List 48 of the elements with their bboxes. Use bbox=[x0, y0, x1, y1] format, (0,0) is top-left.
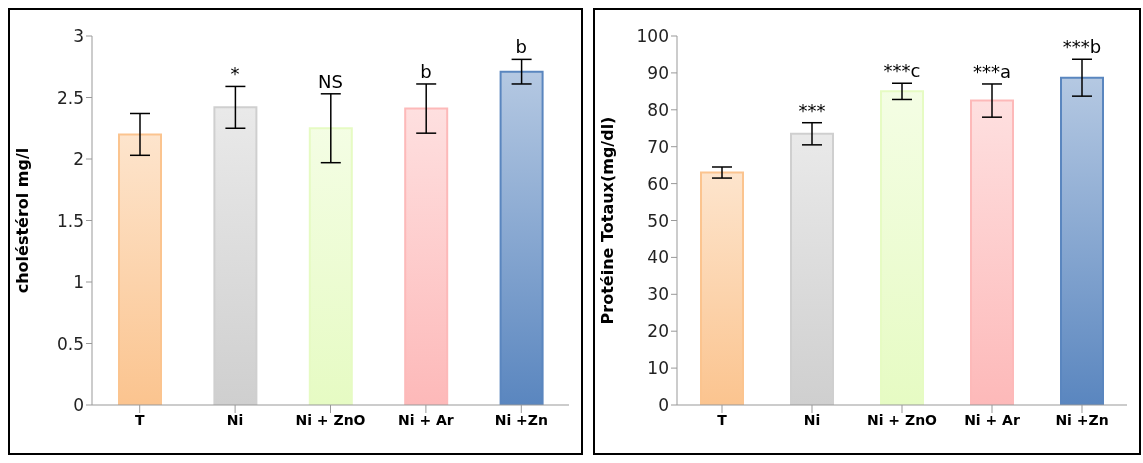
y-tick-label: 0 bbox=[658, 395, 669, 416]
x-tick-label: Ni + ZnO bbox=[866, 411, 938, 428]
bar bbox=[308, 127, 353, 405]
y-tick-label: 20 bbox=[647, 321, 669, 342]
y-tick-label: 2.5 bbox=[56, 87, 84, 108]
x-tick-label: Ni + Ar bbox=[964, 411, 1020, 428]
bar bbox=[1060, 76, 1104, 405]
y-tick-label: 3 bbox=[73, 26, 84, 47]
x-tick-label: Ni bbox=[226, 411, 244, 428]
y-tick-label: 2 bbox=[73, 149, 84, 170]
bar bbox=[970, 99, 1014, 405]
annotation: ***c bbox=[883, 60, 921, 82]
x-tick-label: Ni + Ar bbox=[398, 411, 454, 428]
y-tick-label: 0 bbox=[73, 395, 84, 416]
y-tick-label: 80 bbox=[647, 99, 669, 120]
annotation: ***a bbox=[972, 60, 1012, 82]
y-tick-label: 90 bbox=[647, 62, 669, 83]
bar bbox=[499, 70, 544, 405]
bar bbox=[880, 90, 924, 405]
x-tick-label: T bbox=[134, 411, 145, 428]
y-tick-label: 0.5 bbox=[56, 333, 84, 354]
annotation: b bbox=[515, 36, 528, 58]
x-tick-label: Ni + ZnO bbox=[295, 411, 366, 428]
y-axis-title: Protéine Totaux(mg/dl) bbox=[597, 116, 617, 325]
x-tick-label: Ni +Zn bbox=[494, 411, 548, 428]
x-tick-label: Ni bbox=[803, 411, 821, 428]
annotation: *** bbox=[798, 99, 826, 121]
y-axis-title: choléstérol mg/l bbox=[12, 147, 32, 294]
y-tick-label: 60 bbox=[647, 173, 669, 194]
y-tick-label: 40 bbox=[647, 247, 669, 268]
y-tick-label: 30 bbox=[647, 284, 669, 305]
y-tick-label: 10 bbox=[647, 358, 669, 379]
annotation: ***b bbox=[1062, 35, 1102, 57]
annotation: * bbox=[230, 63, 240, 85]
y-tick-label: 50 bbox=[647, 210, 669, 231]
bar bbox=[790, 132, 834, 405]
bar bbox=[700, 171, 744, 405]
annotation: NS bbox=[318, 70, 343, 92]
y-tick-label: 70 bbox=[647, 136, 669, 157]
bar bbox=[404, 107, 449, 405]
bar bbox=[118, 133, 162, 405]
y-tick-label: 1.5 bbox=[56, 210, 84, 231]
x-tick-label: Ni +Zn bbox=[1055, 411, 1109, 428]
bar bbox=[213, 106, 258, 405]
y-tick-label: 100 bbox=[636, 26, 669, 47]
y-tick-label: 1 bbox=[73, 272, 84, 293]
annotation: b bbox=[420, 60, 432, 82]
x-tick-label: T bbox=[717, 411, 728, 428]
